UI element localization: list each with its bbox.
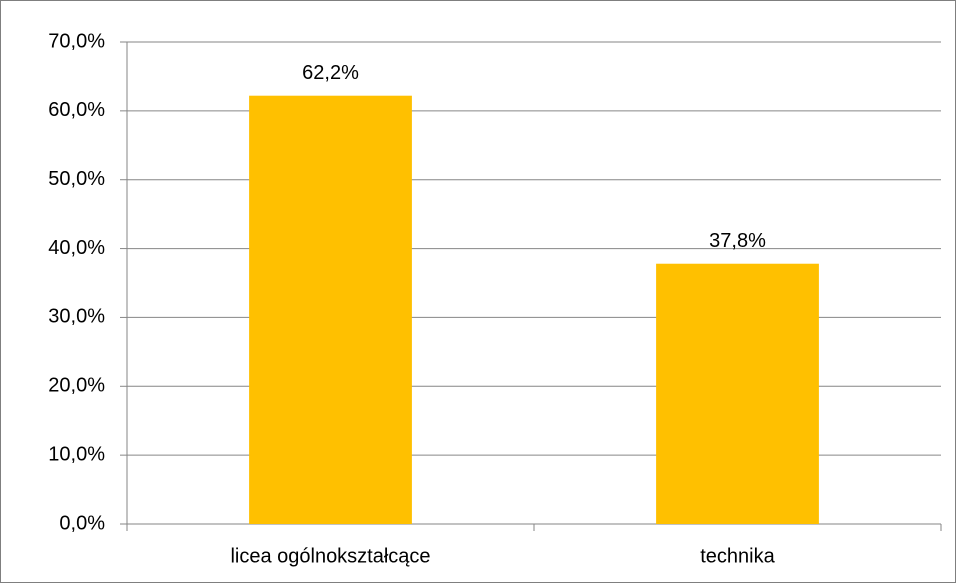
y-tick-label: 20,0% bbox=[48, 375, 105, 397]
y-tick-label: 50,0% bbox=[48, 168, 105, 190]
y-tick-label: 0,0% bbox=[59, 512, 105, 534]
x-tick-label: licea ogólnokształcące bbox=[230, 545, 430, 567]
y-tick-label: 30,0% bbox=[48, 306, 105, 328]
y-tick-label: 60,0% bbox=[48, 99, 105, 121]
data-label: 37,8% bbox=[709, 230, 766, 252]
y-tick-label: 40,0% bbox=[48, 237, 105, 259]
bar bbox=[249, 95, 412, 525]
y-tick-label: 10,0% bbox=[48, 443, 105, 465]
x-tick-label: technika bbox=[700, 545, 775, 567]
y-tick-label: 70,0% bbox=[48, 30, 105, 52]
bar bbox=[656, 263, 819, 524]
data-label: 62,2% bbox=[302, 62, 359, 84]
